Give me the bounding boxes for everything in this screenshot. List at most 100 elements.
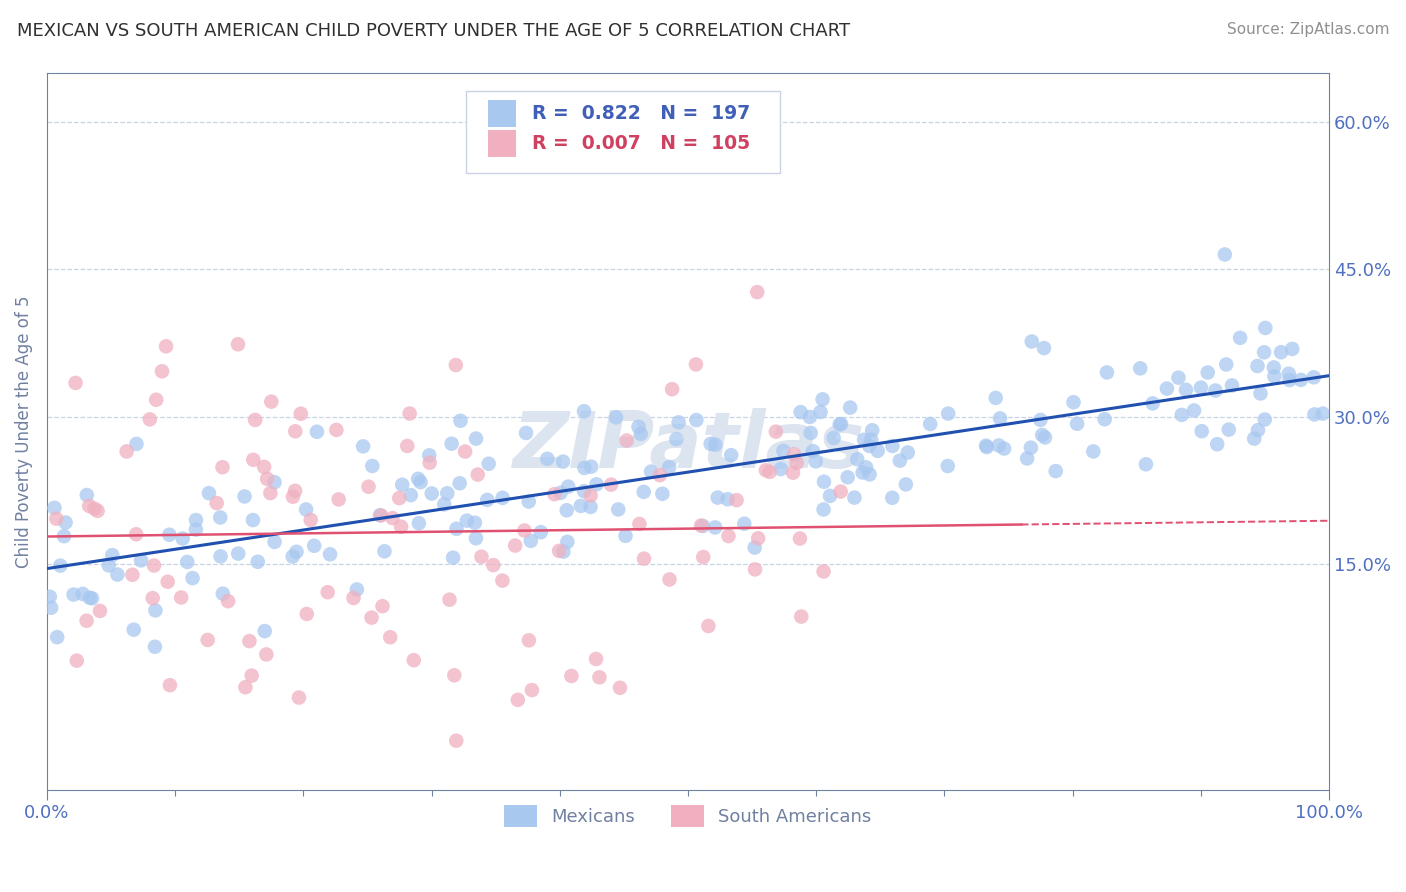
Point [1129, 361, 1152, 376]
Point [184, 523, 207, 537]
Point [810, 405, 832, 419]
Point [550, 486, 572, 500]
Text: R =  0.007   N =  105: R = 0.007 N = 105 [531, 134, 749, 153]
Point [830, 417, 852, 431]
Point [145, 603, 167, 617]
Point [181, 571, 204, 585]
Point [361, 458, 384, 473]
Point [517, 494, 540, 508]
Point [44, 500, 66, 515]
Point [263, 475, 285, 490]
Point [1171, 408, 1194, 422]
Point [685, 358, 707, 372]
Point [439, 592, 461, 607]
Point [389, 519, 412, 533]
Point [441, 550, 464, 565]
FancyBboxPatch shape [488, 129, 516, 157]
Point [260, 394, 283, 409]
Point [370, 508, 392, 523]
Point [823, 431, 845, 445]
Point [1278, 367, 1301, 381]
Point [482, 558, 505, 573]
Point [1302, 370, 1324, 384]
Point [614, 529, 637, 543]
Point [789, 405, 811, 419]
Point [1281, 342, 1303, 356]
Point [585, 652, 607, 666]
Point [39, 600, 62, 615]
Point [704, 438, 727, 452]
Point [557, 480, 579, 494]
Point [368, 508, 391, 523]
Point [155, 339, 177, 353]
Point [744, 541, 766, 555]
Point [920, 417, 942, 431]
Point [253, 459, 276, 474]
Point [572, 404, 595, 418]
Point [692, 519, 714, 533]
Point [725, 493, 748, 508]
Point [627, 420, 650, 434]
Point [1083, 444, 1105, 458]
Point [520, 533, 543, 548]
Point [1021, 334, 1043, 349]
Point [1243, 432, 1265, 446]
Point [176, 555, 198, 569]
Point [256, 472, 278, 486]
Point [145, 392, 167, 407]
Point [1197, 366, 1219, 380]
Point [846, 452, 869, 467]
Point [373, 544, 395, 558]
Point [295, 607, 318, 621]
Point [936, 407, 959, 421]
Point [993, 442, 1015, 456]
Point [651, 487, 673, 501]
Point [747, 531, 769, 545]
Point [342, 591, 364, 605]
Point [844, 491, 866, 505]
Point [319, 547, 342, 561]
Point [242, 452, 264, 467]
Point [605, 410, 627, 425]
Point [115, 444, 138, 458]
Point [897, 445, 920, 459]
Point [184, 513, 207, 527]
Point [396, 439, 419, 453]
Point [976, 440, 998, 454]
Point [420, 486, 443, 500]
Point [76, 488, 98, 502]
Point [665, 432, 688, 446]
Point [630, 426, 652, 441]
Point [515, 425, 537, 440]
Point [129, 553, 152, 567]
Point [281, 490, 304, 504]
Point [45, 511, 67, 525]
Point [579, 459, 602, 474]
Point [86, 504, 108, 518]
Point [585, 477, 607, 491]
Point [259, 486, 281, 500]
Point [465, 432, 488, 446]
Point [352, 439, 374, 453]
Point [325, 423, 347, 437]
Point [467, 467, 489, 482]
Point [371, 599, 394, 614]
Point [1066, 417, 1088, 431]
Point [209, 549, 232, 564]
Point [209, 510, 232, 524]
Point [936, 458, 959, 473]
Point [692, 549, 714, 564]
Point [1229, 331, 1251, 345]
Point [243, 413, 266, 427]
Point [122, 623, 145, 637]
Point [520, 683, 543, 698]
Point [1142, 396, 1164, 410]
Point [1254, 321, 1277, 335]
Point [801, 444, 824, 458]
Point [72, 587, 94, 601]
Point [1220, 378, 1243, 392]
Point [62, 588, 84, 602]
Point [1189, 381, 1212, 395]
Point [53, 529, 76, 543]
Point [419, 456, 441, 470]
